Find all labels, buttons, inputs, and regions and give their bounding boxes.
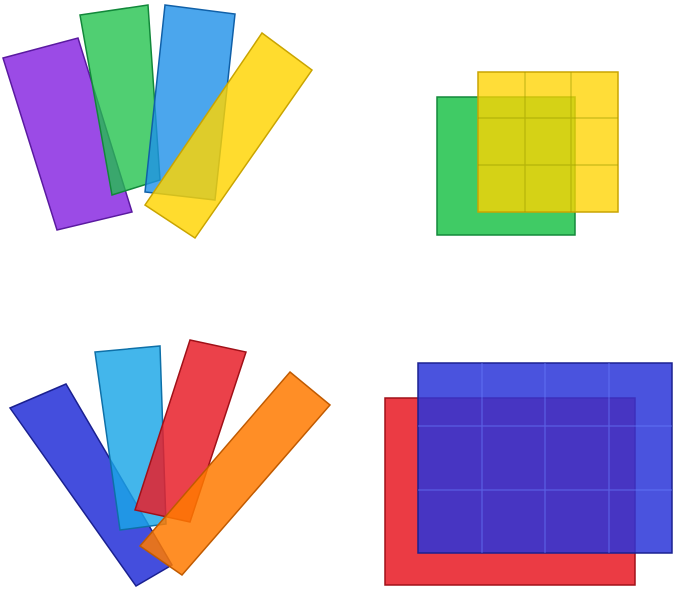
orange-tile	[138, 370, 332, 576]
square-tiles-top-right	[436, 71, 619, 236]
yellow-tile	[143, 31, 314, 240]
yellow-square-tile	[477, 71, 619, 213]
rectangle-tiles-fan-bottom-left	[8, 339, 332, 587]
large-tiles-bottom-right	[384, 362, 673, 586]
rectangle-tiles-fan-top-left	[2, 4, 314, 240]
purple-tile	[2, 37, 133, 231]
